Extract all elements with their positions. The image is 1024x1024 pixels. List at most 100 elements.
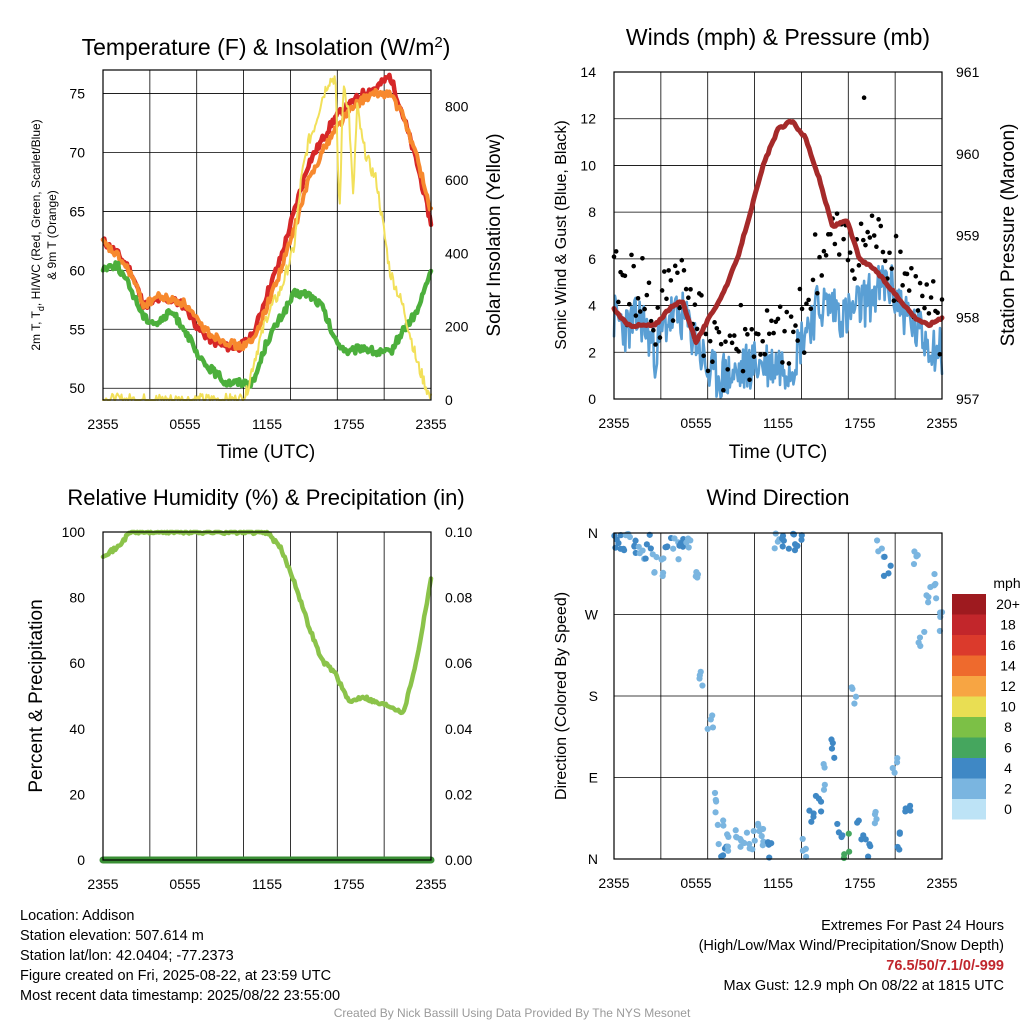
winds-x-tick-label: 1155	[763, 415, 793, 431]
gust-point	[657, 335, 663, 340]
gust-point	[692, 302, 698, 307]
gust-point	[834, 211, 840, 216]
direction-point	[840, 854, 848, 862]
direction-point	[885, 570, 892, 577]
direction-grid	[614, 533, 942, 859]
direction-point	[790, 531, 798, 538]
gust-point	[799, 306, 805, 312]
direction-point	[751, 837, 758, 844]
temperature-y-tick-label: 55	[69, 321, 85, 337]
direction-point	[852, 693, 860, 700]
direction-point	[615, 539, 622, 547]
direction-point	[651, 569, 658, 576]
speed-legend-label: 2	[1004, 781, 1012, 797]
speed-legend-swatch	[952, 676, 986, 697]
insolation-y-tick-label: 800	[445, 99, 469, 115]
gust-point	[926, 311, 932, 316]
direction-point	[839, 832, 846, 839]
speed-legend-label: 8	[1004, 719, 1012, 735]
direction-point	[737, 843, 744, 850]
direction-y-tick-label: S	[589, 688, 598, 704]
temperature-plot-frame	[102, 69, 432, 401]
direction-point	[873, 537, 881, 544]
winds-y-tick-label: 12	[580, 111, 596, 127]
gust-point	[795, 338, 800, 343]
gust-point	[631, 263, 636, 269]
direction-point	[709, 724, 717, 731]
winds-y-tick-label: 14	[580, 64, 596, 80]
winds-x-tick-label: 2355	[598, 415, 629, 431]
gust-point	[935, 310, 940, 316]
gust-point	[655, 305, 661, 310]
temperature-y-axis-label-line2: & 9m T (Orange)	[45, 190, 59, 280]
insolation-y-tick-label: 400	[445, 245, 469, 261]
gust-point	[863, 242, 868, 248]
insolation-y-axis-label: Solar Insolation (Yellow)	[484, 133, 505, 336]
direction-point	[632, 537, 639, 544]
gust-point	[930, 279, 936, 284]
gust-point	[887, 250, 892, 256]
direction-point	[697, 668, 704, 675]
gust-point	[924, 282, 929, 287]
direction-point	[933, 595, 940, 602]
speed-legend-label: 0	[1004, 801, 1012, 817]
speed-legend-swatch	[952, 737, 986, 758]
precipitation-y-tick-label: 0.08	[445, 590, 472, 606]
gust-point	[640, 255, 645, 261]
gust-point	[683, 286, 689, 292]
gust-point	[622, 273, 628, 279]
gust-point	[815, 290, 820, 296]
gust-point	[710, 359, 715, 365]
humidity-x-tick-label: 1755	[333, 876, 364, 892]
gust-point	[729, 340, 735, 346]
humidity-panel-title: Relative Humidity (%) & Precipitation (i…	[67, 485, 464, 510]
gust-point	[745, 332, 750, 337]
direction-point	[768, 840, 775, 847]
gust-point	[699, 293, 704, 298]
direction-point	[694, 571, 702, 578]
direction-point	[878, 545, 885, 552]
gust-point	[661, 269, 667, 274]
temperature-y-tick-label: 50	[69, 380, 85, 396]
direction-y-axis-label: Direction (Colored By Speed)	[553, 592, 570, 800]
winds-panel-title: Winds (mph) & Pressure (mb)	[626, 24, 930, 50]
speed-legend-title: mph	[993, 575, 1020, 591]
direction-x-tick-label: 2355	[926, 875, 957, 891]
gust-point	[869, 213, 875, 219]
max-gust: Max Gust: 12.9 mph On 08/22 at 1815 UTC	[723, 978, 1004, 994]
temperature-series	[100, 72, 434, 401]
humidity-series	[99, 529, 435, 864]
insolation-y-tick-label: 200	[445, 319, 469, 335]
pressure-y-axis-label: Station Pressure (Maroon)	[998, 124, 1019, 347]
direction-point	[916, 634, 924, 641]
gust-point	[775, 316, 781, 322]
direction-point	[891, 769, 898, 776]
gust-point	[889, 266, 895, 271]
temperature-y-tick-label: 70	[69, 145, 85, 161]
temperature-x-tick-label: 2355	[415, 416, 446, 432]
direction-x-tick-label: 1755	[844, 875, 875, 891]
direction-point	[779, 543, 786, 550]
gust-point	[922, 305, 927, 311]
temperature-tick-labels: 50 55 60 65 70 75 0 200 400 600 800 2355 0555 1155 175…	[69, 86, 468, 432]
direction-point	[725, 833, 732, 841]
direction-point	[925, 599, 932, 606]
gust-point	[909, 265, 914, 271]
gust-point	[714, 325, 720, 331]
relative-humidity-line	[100, 529, 434, 716]
winds-y-tick-label: 6	[588, 251, 596, 267]
speed-legend-swatch	[952, 655, 986, 676]
gust-point	[882, 258, 888, 264]
winds-y-tick-label: 0	[588, 391, 596, 407]
direction-point	[732, 827, 739, 834]
station-elevation: Station elevation: 507.614 m	[20, 928, 204, 944]
gust-point	[675, 270, 680, 276]
direction-point	[851, 700, 858, 707]
gust-point	[867, 235, 873, 240]
gust-point	[659, 288, 665, 293]
direction-point	[871, 820, 878, 827]
direction-point	[911, 548, 918, 555]
